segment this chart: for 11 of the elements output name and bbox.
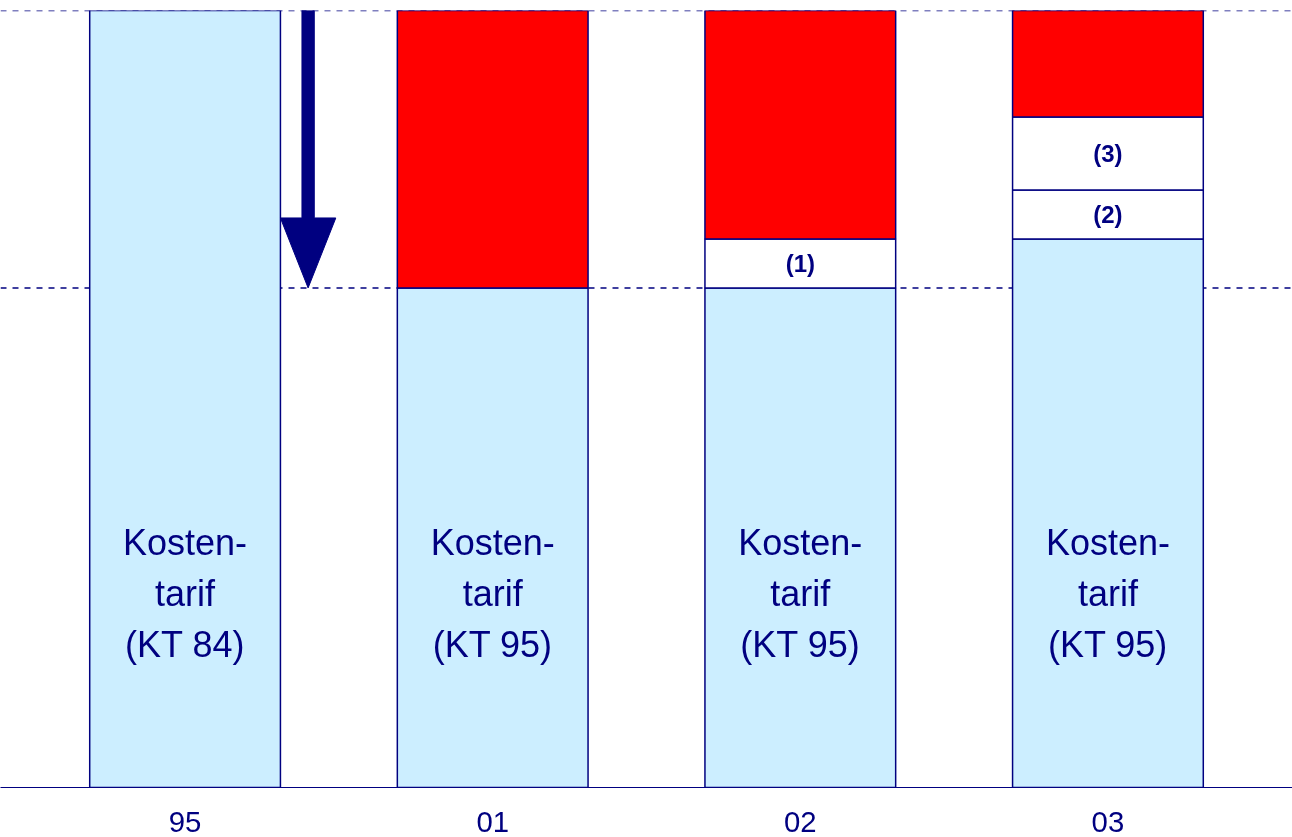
x-tick-label: 01 — [476, 804, 509, 837]
series-label: (1) — [785, 249, 815, 277]
x-tick-label: 03 — [1091, 804, 1125, 837]
series-label: (2) — [1093, 200, 1123, 228]
text: Kosten- tarif (KT 95) — [1045, 521, 1170, 665]
series-label: Kosten- tarif (KT 84) — [123, 521, 248, 665]
x-tick-label: 02 — [784, 804, 817, 837]
series-label: Kosten- tarif (KT 95) — [430, 521, 555, 665]
text: Kosten- tarif (KT 95) — [738, 521, 863, 665]
x-tick-label: 95 — [168, 804, 202, 837]
series-label: (3) — [1093, 139, 1123, 167]
